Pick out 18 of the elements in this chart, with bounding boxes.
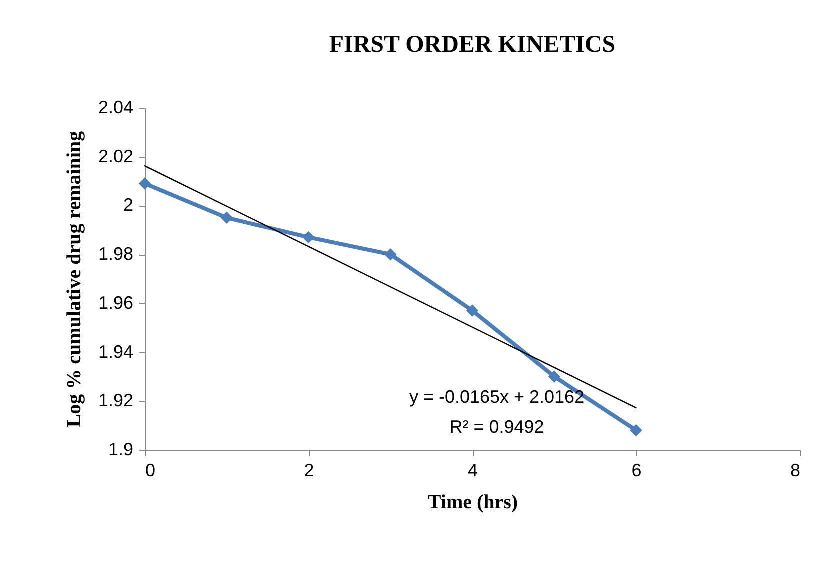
x-tick-label: 4 [468, 460, 478, 480]
annotation: R² = 0.9492 [450, 417, 544, 437]
x-tick-label: 0 [146, 460, 156, 480]
y-tick-label: 1.92 [98, 390, 134, 411]
y-tick-label: 1.96 [98, 292, 134, 313]
x-tick-label: 2 [304, 460, 314, 480]
y-tick-label: 2 [123, 195, 134, 216]
chart-title: FIRST ORDER KINETICS [329, 32, 616, 58]
y-tick-label: 1.94 [98, 342, 134, 362]
y-tick-label: 2.04 [98, 98, 134, 118]
x-tick-label: 8 [790, 460, 800, 480]
y-axis-title: Log % cumulative drug remaining [63, 131, 86, 428]
y-tick-label: 2.02 [98, 146, 134, 166]
y-tick-label: 1.98 [98, 244, 134, 264]
x-tick-label: 6 [632, 460, 642, 480]
y-tick-label: 1.9 [108, 440, 134, 460]
annotation: y = -0.0165x + 2.0162 [409, 387, 585, 407]
x-axis-title: Time (hrs) [428, 492, 518, 514]
